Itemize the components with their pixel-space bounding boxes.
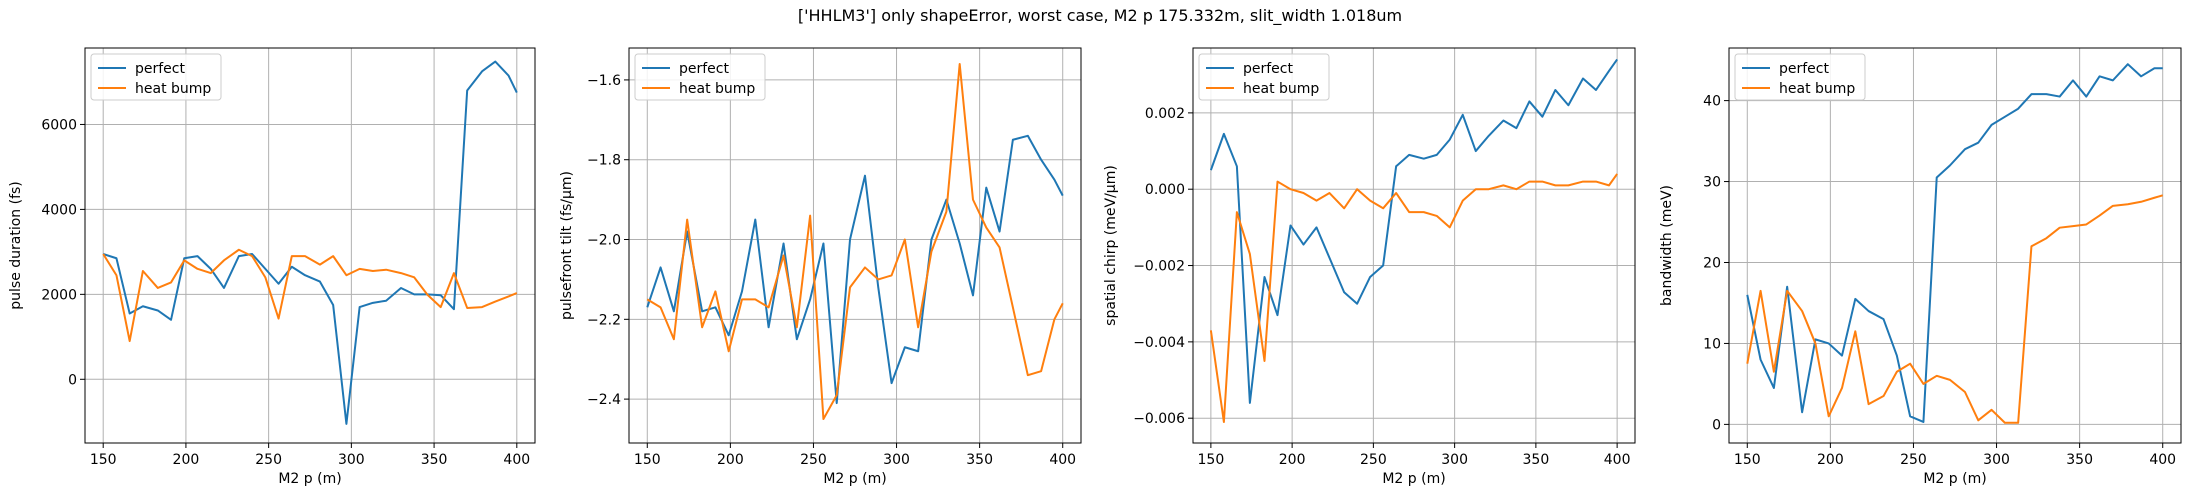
subplot-spatial-chirp: 150 200 250 300 350 400 −0.006 −0.004 −0.002 0.00… — [1103, 47, 1636, 487]
legend-label-perfect: perfect — [135, 61, 185, 77]
x-tick-label: 250 — [800, 452, 827, 468]
y-tick-label: −2.2 — [587, 312, 621, 328]
axes-frame — [628, 47, 1082, 444]
series-line-heat-bump — [102, 248, 518, 343]
legend: perfect heat bump — [1734, 53, 1866, 101]
legend: perfect heat bump — [634, 53, 766, 101]
y-tick-label: −0.002 — [1133, 259, 1185, 275]
axes-frame — [1192, 47, 1636, 444]
y-tick-label: 2000 — [41, 287, 77, 303]
series-line-perfect — [102, 60, 518, 425]
y-tick-label: 0 — [68, 372, 77, 388]
x-tick-label: 200 — [717, 452, 744, 468]
subplot-bandwidth: 150 200 250 300 350 400 0 10 20 30 40 M2 p (m) bandw… — [1659, 47, 2182, 487]
y-tick-label: 6000 — [41, 117, 77, 133]
x-tick-label: 200 — [1817, 452, 1844, 468]
y-axis-label: bandwidth (meV) — [1659, 185, 1675, 306]
x-tick-label: 350 — [1523, 452, 1550, 468]
legend-label-heat-bump: heat bump — [135, 81, 211, 97]
y-axis-label: pulsefront tilt (fs/μm) — [559, 171, 575, 320]
y-tick-label: −0.006 — [1133, 411, 1185, 427]
x-tick-label: 250 — [1900, 452, 1927, 468]
x-axis-label: M2 p (m) — [278, 471, 341, 487]
x-tick-label: 350 — [966, 452, 993, 468]
y-tick-label: −1.8 — [587, 153, 621, 169]
x-tick-label: 300 — [1983, 452, 2010, 468]
legend-label-perfect: perfect — [679, 61, 729, 77]
y-tick-label: 30 — [1703, 175, 1721, 191]
y-tick-label: 20 — [1703, 255, 1721, 271]
legend-label-heat-bump: heat bump — [679, 81, 755, 97]
legend-label-heat-bump: heat bump — [1243, 81, 1319, 97]
y-axis-label: spatial chirp (meV/μm) — [1103, 165, 1119, 326]
x-tick-label: 350 — [2066, 452, 2093, 468]
y-tick-label: −2.4 — [587, 392, 621, 408]
series-line-heat-bump — [1209, 173, 1618, 424]
x-tick-label: 300 — [1441, 452, 1468, 468]
x-tick-label: 300 — [883, 452, 910, 468]
y-axis-label: pulse duration (fs) — [8, 181, 24, 310]
x-tick-label: 400 — [503, 452, 530, 468]
y-tick-label: −1.6 — [587, 73, 621, 89]
legend: perfect heat bump — [90, 53, 222, 101]
x-tick-label: 200 — [173, 452, 200, 468]
y-tick-label: −0.004 — [1133, 335, 1185, 351]
x-axis-label: M2 p (m) — [1382, 471, 1445, 487]
legend-label-heat-bump: heat bump — [1779, 81, 1855, 97]
y-tick-label: 0.000 — [1145, 182, 1185, 198]
y-tick-label: 0.002 — [1145, 106, 1185, 122]
legend: perfect heat bump — [1198, 53, 1330, 101]
x-tick-label: 400 — [1604, 452, 1631, 468]
x-tick-label: 250 — [1360, 452, 1387, 468]
x-tick-label: 150 — [90, 452, 117, 468]
x-tick-label: 400 — [1049, 452, 1076, 468]
x-tick-label: 150 — [1198, 452, 1225, 468]
series-line-perfect — [646, 134, 1064, 405]
series-line-heat-bump — [646, 62, 1064, 421]
x-axis-label: M2 p (m) — [823, 471, 886, 487]
y-tick-label: −2.0 — [587, 233, 621, 249]
x-tick-label: 350 — [421, 452, 448, 468]
x-tick-label: 150 — [1734, 452, 1761, 468]
subplot-pulsefront-tilt: 150 200 250 300 350 400 −2.4 −2.2 −2.0 −1.8 −1.6 M2… — [559, 47, 1082, 487]
x-tick-label: 400 — [2149, 452, 2176, 468]
series-line-perfect — [1209, 58, 1618, 404]
figure-title: ['HHLM3'] only shapeError, worst case, M… — [797, 6, 1403, 25]
axes-frame — [1728, 47, 2182, 444]
legend-label-perfect: perfect — [1243, 61, 1293, 77]
x-tick-label: 200 — [1279, 452, 1306, 468]
y-tick-label: 40 — [1703, 94, 1721, 110]
y-tick-label: 0 — [1712, 417, 1721, 433]
series-line-heat-bump — [1746, 194, 2163, 424]
x-tick-label: 250 — [255, 452, 282, 468]
y-tick-label: 10 — [1703, 336, 1721, 352]
series-line-perfect — [1746, 63, 2163, 423]
legend-label-perfect: perfect — [1779, 61, 1829, 77]
axes-frame — [84, 47, 536, 444]
x-tick-label: 150 — [634, 452, 661, 468]
x-tick-label: 300 — [338, 452, 365, 468]
x-axis-label: M2 p (m) — [1923, 471, 1986, 487]
y-tick-label: 4000 — [41, 202, 77, 218]
